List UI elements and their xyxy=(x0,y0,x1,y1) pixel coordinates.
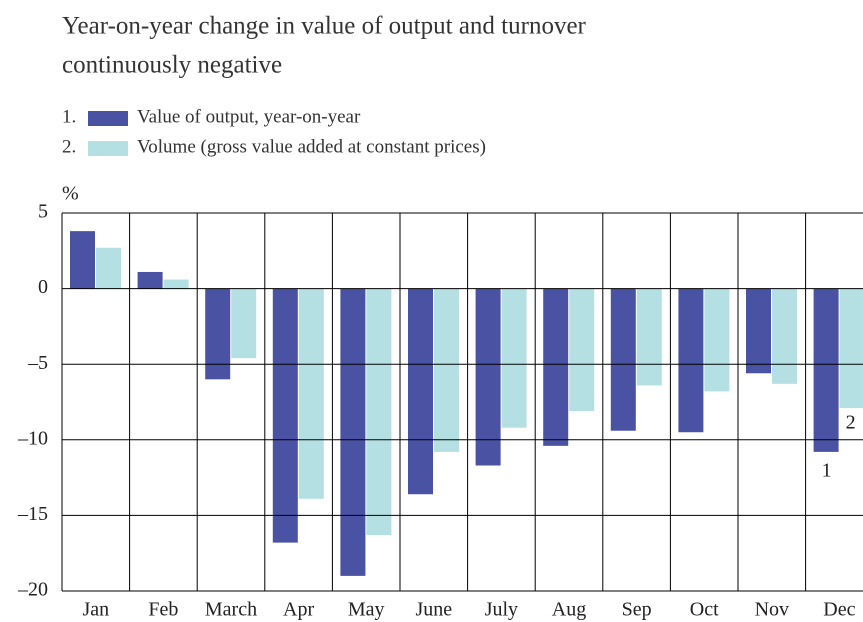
chart-title: Year-on-year change in value of output a… xyxy=(62,13,587,40)
bar xyxy=(272,288,298,543)
legend-swatch xyxy=(88,111,128,126)
x-tick-label: Dec xyxy=(823,599,855,621)
x-tick-label: Apr xyxy=(283,599,314,621)
bar xyxy=(772,288,797,384)
annotation: 1 xyxy=(822,459,832,481)
bar xyxy=(569,288,595,412)
x-tick-label: Nov xyxy=(755,599,789,621)
legend-label: Volume (gross value added at constant pr… xyxy=(137,136,486,157)
x-tick-label: July xyxy=(485,599,518,621)
bar xyxy=(340,288,366,576)
legend-swatch xyxy=(88,141,128,156)
bar xyxy=(366,288,392,536)
x-tick-label: May xyxy=(348,599,385,621)
bar xyxy=(610,288,636,431)
annotation-bg xyxy=(841,412,860,435)
x-tick-label: Feb xyxy=(148,599,178,621)
y-tick-label: –20 xyxy=(17,579,48,601)
y-tick-label: 5 xyxy=(38,201,48,223)
bar xyxy=(543,288,569,446)
bar xyxy=(746,288,771,374)
x-tick-label: June xyxy=(415,599,452,621)
bar xyxy=(298,288,324,499)
y-tick-label: –15 xyxy=(17,503,48,525)
legend-label: Value of output, year-on-year xyxy=(137,106,361,127)
y-tick-label: –10 xyxy=(17,427,48,449)
bar xyxy=(678,288,704,433)
x-tick-label: Jan xyxy=(82,599,109,621)
bar xyxy=(636,288,662,386)
y-axis-label: % xyxy=(62,183,79,205)
bar xyxy=(231,288,257,359)
x-tick-label: Aug xyxy=(552,599,586,621)
bar xyxy=(137,271,163,289)
bar xyxy=(839,288,863,409)
chart-title: continuously negative xyxy=(62,52,282,79)
bar xyxy=(96,247,121,289)
y-tick-label: –5 xyxy=(27,352,48,374)
bar xyxy=(205,288,231,380)
bar xyxy=(475,288,501,466)
x-tick-label: Oct xyxy=(690,599,719,621)
bar xyxy=(70,231,95,289)
legend-number: 1. xyxy=(62,106,76,127)
annotation: 2 xyxy=(846,412,856,434)
legend-number: 2. xyxy=(62,136,76,157)
bar xyxy=(408,288,433,495)
bar xyxy=(501,288,527,428)
x-tick-label: Sep xyxy=(622,599,652,621)
y-tick-label: 0 xyxy=(38,276,48,298)
bar xyxy=(434,288,459,452)
bar xyxy=(163,279,189,289)
bar xyxy=(704,288,730,392)
bar xyxy=(813,288,839,452)
x-tick-label: March xyxy=(205,599,257,621)
